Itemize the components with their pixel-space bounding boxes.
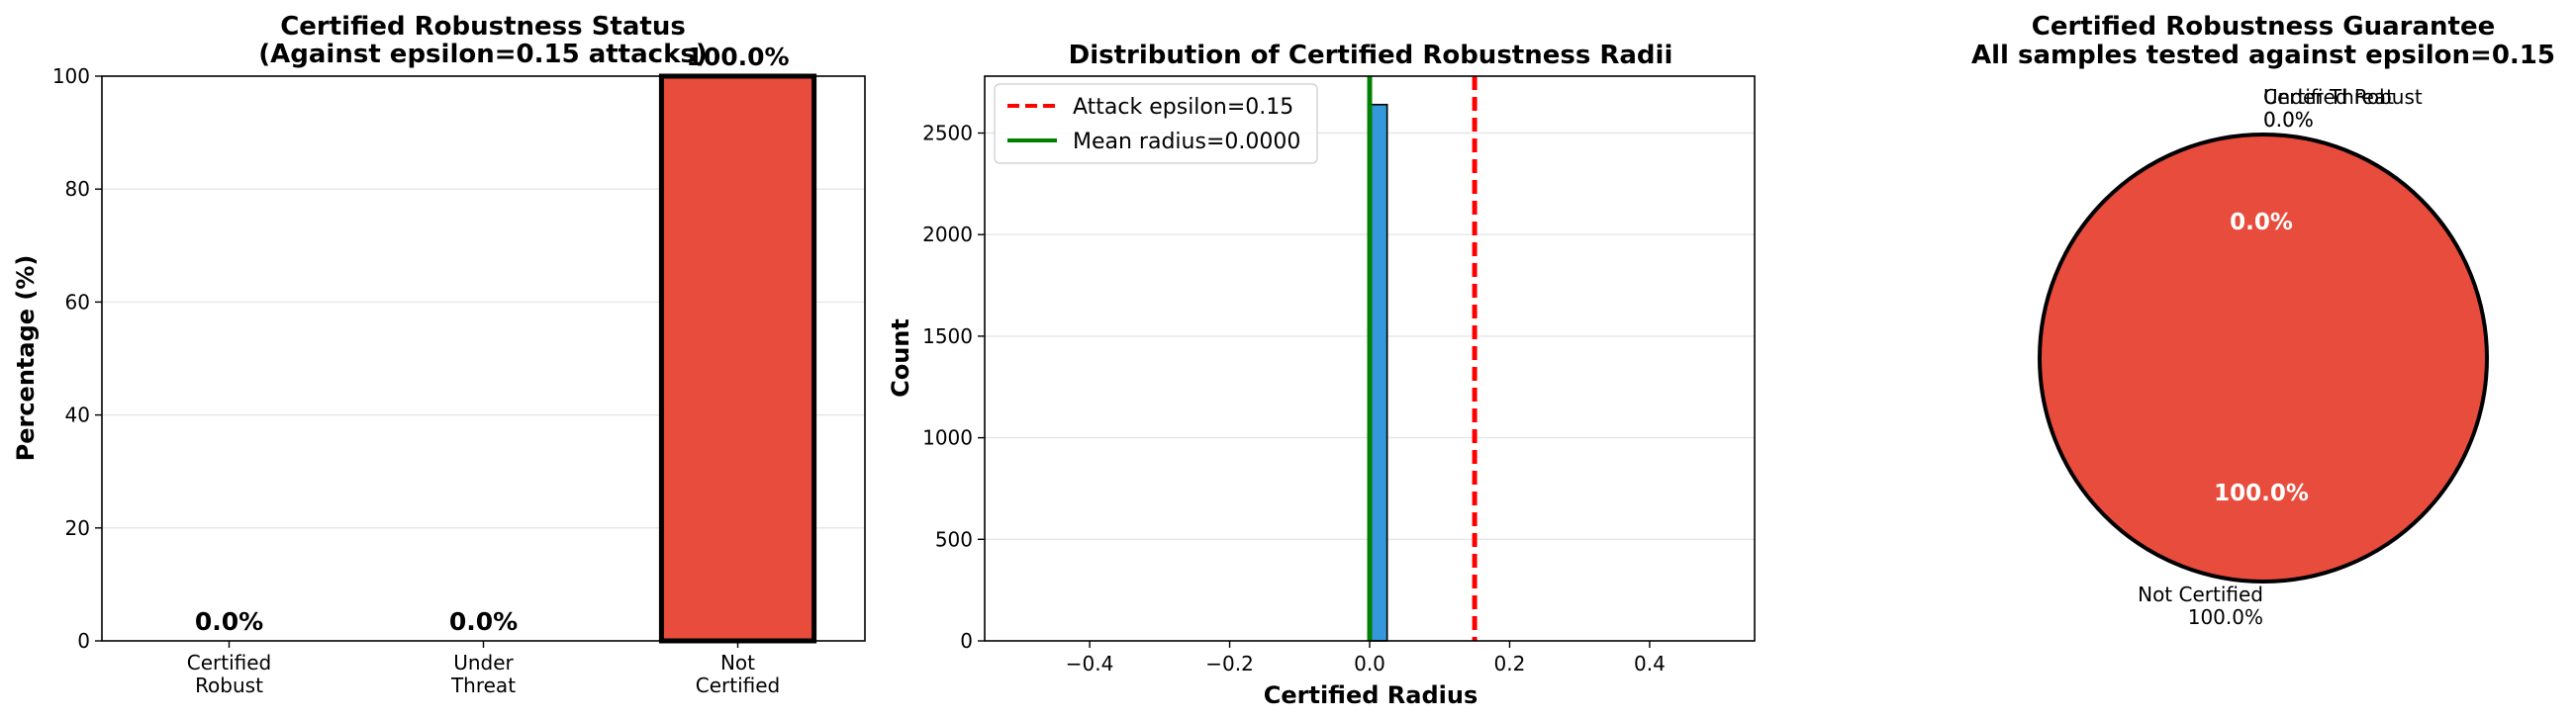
bar-chart-title-line1: Certified Robustness Status xyxy=(280,12,686,42)
x-tick-label: −0.4 xyxy=(1066,652,1114,675)
x-tick-label: −0.2 xyxy=(1205,652,1254,675)
pie-chart-title-line1: Certified Robustness Guarantee xyxy=(2032,12,2495,42)
bar-data-label: 0.0% xyxy=(195,607,263,636)
pie-label-certified-robust: Certified Robust xyxy=(2263,85,2423,109)
bar-chart-y-axis-label: Percentage (%) xyxy=(12,255,40,462)
y-tick-label: 100 xyxy=(52,64,90,88)
y-tick-label: 60 xyxy=(65,290,90,314)
bar-data-label: 100.0% xyxy=(686,43,789,71)
legend-entry-attack-epsilon: Attack epsilon=0.15 xyxy=(1073,95,1293,120)
bar-data-label: 0.0% xyxy=(449,607,518,636)
y-tick-label: 20 xyxy=(65,516,90,540)
x-tick-label: Robust xyxy=(195,674,263,697)
y-tick-label: 1500 xyxy=(922,324,973,348)
pie-outer-labels: Certified Robust Under Threat 0.0% 0.0% … xyxy=(2138,85,2423,629)
y-tick-label: 0 xyxy=(960,629,973,653)
x-tick-label: 0.2 xyxy=(1494,652,1526,675)
histogram-bins xyxy=(1369,103,1388,642)
pie-label-under-threat: Under Threat xyxy=(2263,85,2394,109)
y-tick-label: 2000 xyxy=(922,223,973,246)
histogram-x-ticks: −0.4 −0.2 0.0 0.2 0.4 xyxy=(1066,641,1666,675)
pie-label-not-certified: Not Certified xyxy=(2138,583,2263,606)
bar-chart-panel: Certified Robustness Status (Against eps… xyxy=(12,12,866,697)
bar-chart-bars xyxy=(658,73,817,644)
x-tick-label: Under xyxy=(453,651,514,675)
x-tick-label: Threat xyxy=(450,674,516,697)
bar-chart-data-labels: 0.0% 0.0% 100.0% xyxy=(195,43,790,636)
pie-chart-panel: Certified Robustness Guarantee All sampl… xyxy=(1971,12,2555,629)
x-tick-label: Certified xyxy=(187,651,272,675)
pie-inner-label-not-certified: 100.0% xyxy=(2214,481,2309,506)
legend-box xyxy=(994,83,1318,164)
y-tick-label: 80 xyxy=(65,177,90,201)
histogram-y-axis-label: Count xyxy=(887,318,914,398)
bar xyxy=(658,73,817,644)
x-tick-label: Not xyxy=(720,651,755,675)
x-tick-label: 0.4 xyxy=(1634,652,1666,675)
pie-label-under-threat-pct: 0.0% xyxy=(2263,108,2314,132)
histogram-y-ticks: 0 500 1000 1500 2000 2500 xyxy=(922,122,985,653)
histogram-panel: Distribution of Certified Robustness Rad… xyxy=(887,41,1756,709)
bar-chart-title-line2: (Against epsilon=0.15 attacks) xyxy=(258,40,707,69)
histogram-x-axis-label: Certified Radius xyxy=(1264,681,1478,709)
y-tick-label: 1000 xyxy=(922,426,973,450)
bar-chart-y-ticks: 0 20 40 60 80 100 xyxy=(52,64,102,653)
pie-slices xyxy=(2038,133,2489,584)
pie-inner-label-small-slices: 0.0% xyxy=(2230,210,2293,235)
histogram-reference-lines xyxy=(1367,76,1478,641)
histogram-legend: Attack epsilon=0.15 Mean radius=0.0000 xyxy=(994,83,1318,164)
x-tick-label: Certified xyxy=(696,674,781,697)
y-tick-label: 2500 xyxy=(922,122,973,145)
y-tick-label: 500 xyxy=(935,527,973,551)
pie-slice xyxy=(2038,133,2489,584)
pie-chart-title-line2: All samples tested against epsilon=0.15 xyxy=(1971,41,2555,70)
histogram-title: Distribution of Certified Robustness Rad… xyxy=(1069,41,1673,70)
y-tick-label: 40 xyxy=(65,404,90,427)
histogram-bin xyxy=(1369,103,1388,642)
pie-label-certified-robust-pct: 0.0% xyxy=(2263,108,2314,132)
y-tick-label: 0 xyxy=(77,629,90,653)
x-tick-label: 0.0 xyxy=(1354,652,1385,675)
pie-label-not-certified-pct: 100.0% xyxy=(2188,605,2263,629)
legend-entry-mean-radius: Mean radius=0.0000 xyxy=(1073,130,1300,154)
